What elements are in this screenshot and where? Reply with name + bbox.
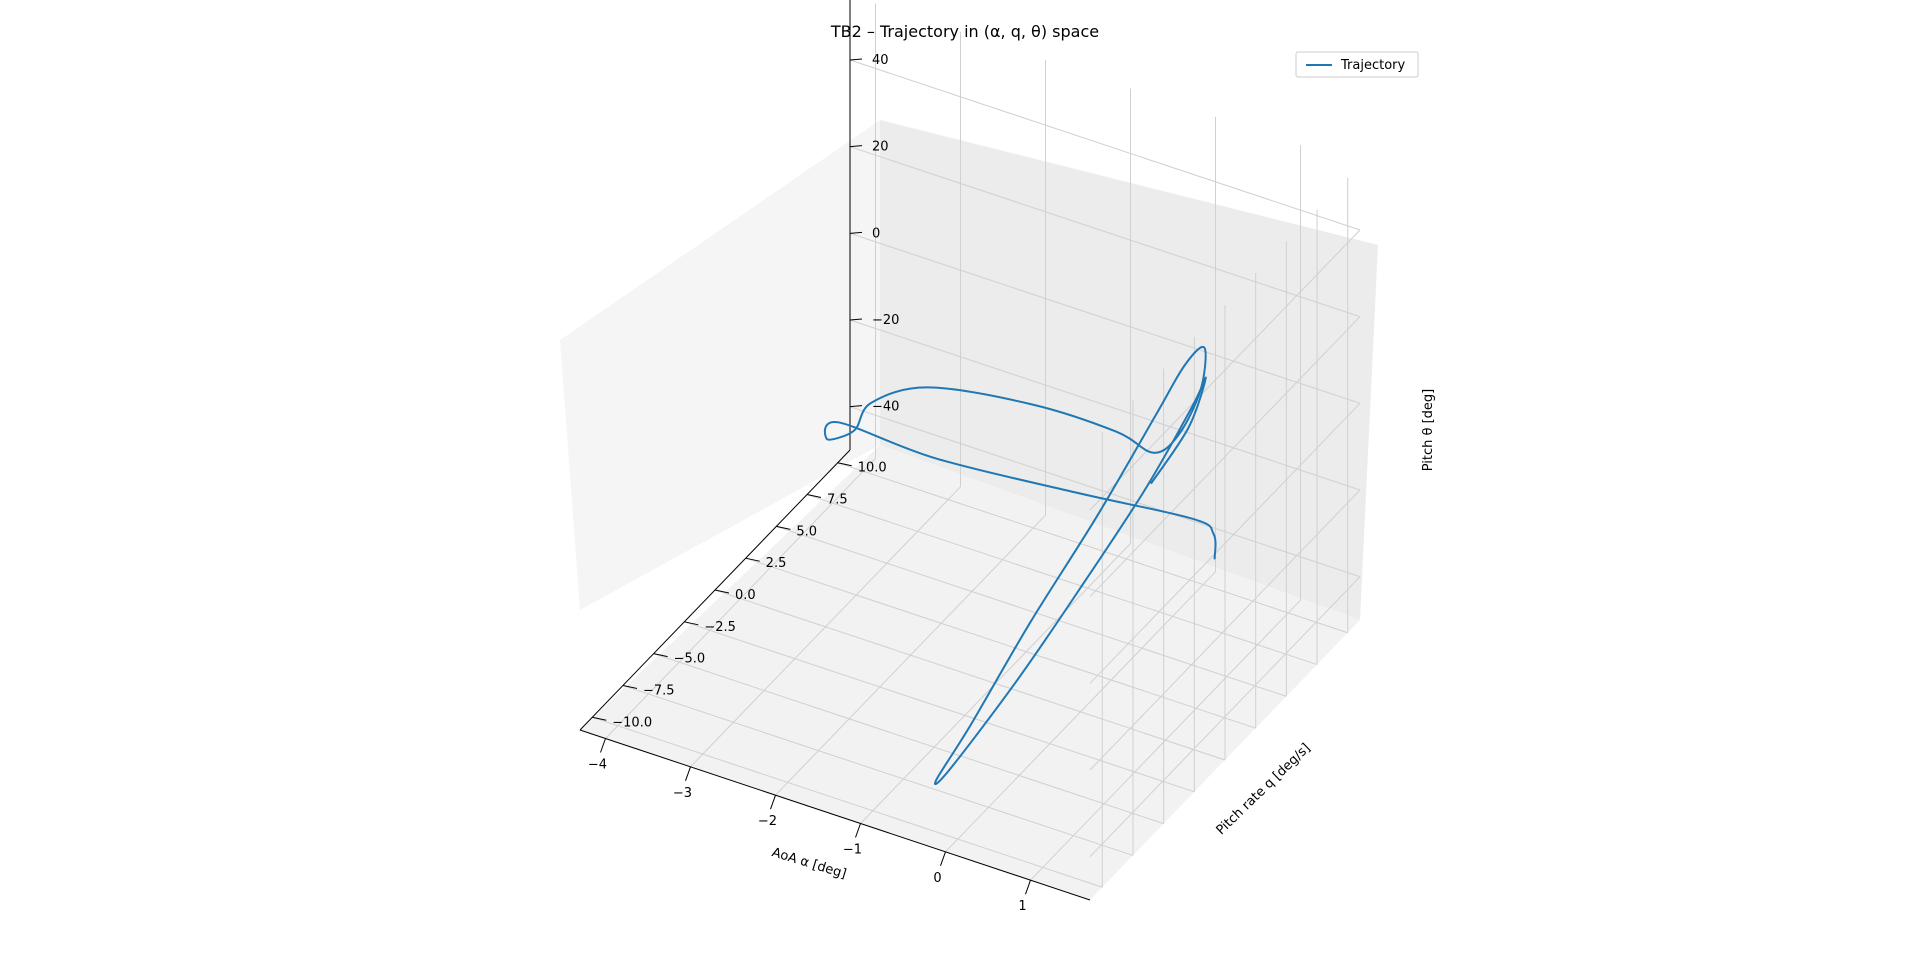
x-tick-label: −2 — [758, 814, 777, 829]
z-tick — [849, 231, 863, 234]
legend-box — [1295, 51, 1419, 78]
y-tick — [776, 525, 791, 530]
y-tick-label: 2.5 — [766, 556, 787, 571]
x-tick — [600, 738, 606, 753]
grid-line-z-side — [1089, 402, 1361, 684]
series-layer — [823, 345, 1217, 786]
x-tick — [1025, 879, 1031, 895]
grid-line-y-floor — [592, 716, 1103, 888]
x-tick-label: −4 — [588, 758, 607, 773]
z-tick — [849, 145, 863, 148]
z-tick-label: 0 — [872, 226, 880, 241]
grid-line-y-floor — [684, 621, 1195, 793]
y-tick — [806, 494, 822, 499]
grid-line-z-side — [1089, 489, 1361, 771]
grid-line-z-back — [849, 406, 1361, 578]
grid-line-y-floor — [806, 494, 1318, 666]
legend-label: Trajectory — [1340, 58, 1405, 73]
grid-line-y-floor — [653, 653, 1164, 825]
z-tick-label: 40 — [872, 53, 889, 68]
grid-line-y-floor — [745, 557, 1256, 729]
z-tick-label: −20 — [872, 313, 899, 328]
series-line-trajectory — [823, 345, 1217, 786]
grid-line-y-floor — [622, 684, 1134, 856]
z-tick — [849, 58, 863, 61]
grid-line-z-back — [849, 319, 1361, 491]
y-tick — [684, 621, 699, 626]
grid-line-y-floor — [714, 589, 1226, 761]
y-tick — [714, 589, 730, 594]
y-tick — [837, 462, 852, 467]
y-tick-label: 7.5 — [827, 493, 848, 508]
grid-line-z-back — [849, 232, 1361, 404]
x-axis-label: AoA α [deg] — [770, 845, 848, 882]
y-tick — [653, 653, 668, 658]
y-tick-label: −7.5 — [643, 683, 675, 698]
pane-back-right — [880, 120, 1378, 620]
x-tick-label: 0 — [933, 871, 941, 886]
y-tick-label: −2.5 — [704, 620, 736, 635]
axes-panes — [560, 120, 1378, 900]
y-tick-label: −10.0 — [612, 715, 652, 730]
grid-line-z-back — [849, 146, 1361, 318]
grid-line-z-side — [1089, 229, 1361, 511]
pane-back-left — [560, 120, 880, 610]
y-tick — [592, 716, 607, 721]
y-tick-label: −5.0 — [674, 652, 706, 667]
tick-marks: −4 −3 −2 −1 0 1 −10.0 −7.5 −5.0 −2.5 0.0 2.5 5.0 7.5 1… — [588, 53, 1031, 914]
y-tick-label: 10.0 — [858, 461, 887, 476]
y-tick-label: 5.0 — [796, 524, 817, 539]
legend: Trajectory — [1295, 51, 1419, 78]
pane-floor — [580, 445, 1360, 900]
chart-title: TB2 – Trajectory in (α, q, θ) space — [830, 22, 1099, 41]
grid-lines — [592, 3, 1361, 888]
x-tick — [685, 766, 691, 782]
grid-line-z-back — [849, 59, 1361, 231]
y-tick-label: 0.0 — [735, 588, 756, 603]
x-tick — [940, 851, 946, 867]
z-tick-label: 20 — [872, 140, 889, 155]
grid-line-y-floor — [776, 525, 1287, 697]
grid-line-z-side — [1089, 316, 1361, 598]
grid-line-y-floor — [837, 462, 1348, 634]
grid-line-z-side — [1089, 576, 1361, 858]
x-axis-line — [579, 729, 1091, 901]
z-tick-label: −40 — [872, 400, 899, 415]
y-tick — [745, 557, 760, 562]
x-tick — [855, 823, 861, 838]
z-tick — [849, 318, 863, 321]
z-axis-label: Pitch θ [deg] — [1421, 389, 1436, 472]
x-tick-label: −1 — [843, 843, 862, 858]
z-tick — [849, 405, 863, 408]
x-tick — [770, 794, 776, 810]
x-tick-label: 1 — [1018, 899, 1026, 914]
y-tick — [622, 684, 638, 689]
x-tick-label: −3 — [673, 786, 692, 801]
